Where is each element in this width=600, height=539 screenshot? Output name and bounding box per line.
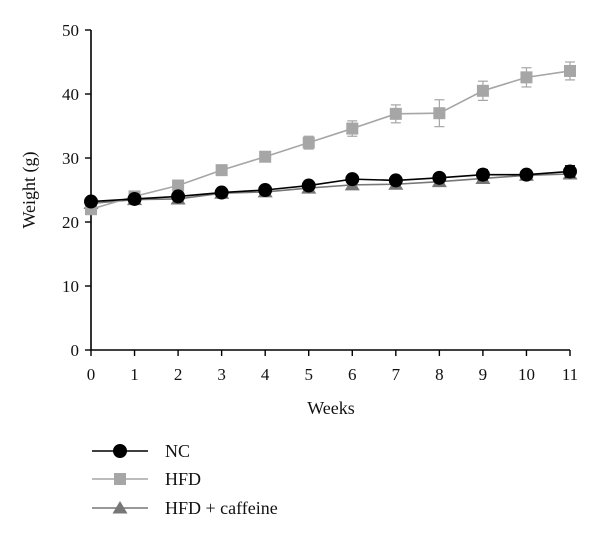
x-axis-label: Weeks bbox=[307, 398, 355, 418]
data-point-hfd bbox=[346, 122, 359, 135]
legend-marker-nc bbox=[113, 444, 127, 458]
y-tick-label-20: 20 bbox=[62, 213, 79, 232]
y-axis-label: Weight (g) bbox=[19, 151, 40, 228]
series-line-hfd bbox=[90, 70, 571, 210]
x-tick-label-2: 2 bbox=[174, 365, 183, 384]
x-tick-label-9: 9 bbox=[479, 365, 488, 384]
axes: 0 10 20 30 40 50 0 1 2 3 4 5 6 7 8 9 10 11 bbox=[62, 21, 578, 384]
data-point-nc bbox=[432, 170, 447, 185]
data-point-nc bbox=[127, 191, 142, 206]
series-layer bbox=[83, 61, 578, 216]
data-point-nc bbox=[258, 183, 273, 197]
data-point-hfd bbox=[172, 179, 185, 192]
data-point-nc bbox=[563, 164, 577, 179]
data-point-nc bbox=[84, 194, 98, 209]
x-tick-label-5: 5 bbox=[304, 365, 313, 384]
legend-item-nc: NC bbox=[92, 441, 190, 461]
data-point-hfd bbox=[389, 107, 402, 120]
data-point-hfd bbox=[259, 150, 272, 163]
data-point-hfd bbox=[520, 71, 533, 84]
series-nc bbox=[84, 164, 577, 209]
series-hfd-caffeine bbox=[83, 167, 578, 209]
data-point-hfd bbox=[302, 136, 315, 149]
series-line-hfd-caffeine bbox=[90, 173, 571, 205]
legend-item-hfd: HFD bbox=[92, 469, 201, 489]
data-point-nc bbox=[519, 167, 534, 182]
data-point-hfd bbox=[433, 107, 446, 120]
legend-item-hfd-caffeine: HFD + caffeine bbox=[92, 498, 278, 518]
y-tick-label-30: 30 bbox=[62, 149, 79, 168]
data-point-nc bbox=[388, 173, 403, 188]
legend-label-hfd: HFD bbox=[165, 469, 201, 489]
legend-marker-hfd bbox=[114, 473, 126, 485]
x-tick-label-3: 3 bbox=[217, 365, 226, 384]
data-point-hfd bbox=[215, 164, 228, 177]
y-tick-label-50: 50 bbox=[62, 21, 79, 40]
data-point-nc bbox=[345, 172, 360, 187]
y-tick-label-0: 0 bbox=[71, 341, 80, 360]
data-point-hfd bbox=[476, 84, 489, 97]
x-tick-label-4: 4 bbox=[261, 365, 270, 384]
x-tick-label-7: 7 bbox=[392, 365, 401, 384]
series-hfd bbox=[85, 61, 576, 216]
x-tick-label-0: 0 bbox=[87, 365, 96, 384]
data-point-hfd bbox=[564, 64, 576, 77]
data-point-nc bbox=[301, 178, 316, 193]
legend-marker-hfd-caffeine bbox=[112, 501, 128, 514]
y-tick-label-10: 10 bbox=[62, 277, 79, 296]
legend-label-nc: NC bbox=[165, 441, 190, 461]
legend-label-hfd-caffeine: HFD + caffeine bbox=[165, 498, 278, 518]
series-line-nc bbox=[90, 170, 571, 203]
legend: NC HFD HFD + caffeine bbox=[92, 441, 278, 518]
data-point-nc bbox=[171, 189, 186, 204]
x-tick-label-1: 1 bbox=[130, 365, 139, 384]
data-point-nc bbox=[475, 167, 490, 182]
data-point-nc bbox=[214, 185, 229, 200]
x-tick-label-6: 6 bbox=[348, 365, 357, 384]
y-tick-label-40: 40 bbox=[62, 85, 79, 104]
x-tick-label-11: 11 bbox=[562, 365, 578, 384]
x-tick-label-8: 8 bbox=[435, 365, 444, 384]
x-tick-label-10: 10 bbox=[518, 365, 535, 384]
